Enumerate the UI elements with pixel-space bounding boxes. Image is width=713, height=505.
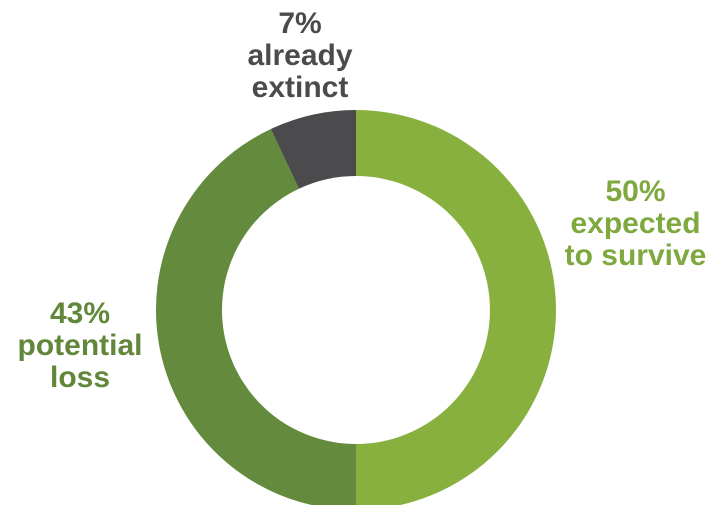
label-already-extinct-value: 7% — [278, 7, 322, 40]
label-expected-to-survive: 50% expected to survive — [548, 176, 713, 272]
label-potential-loss-line2: loss — [49, 361, 111, 394]
slice-expected-to-survive — [356, 110, 556, 505]
label-potential-loss-value: 43% — [49, 297, 111, 330]
slice-already-extinct — [270, 110, 356, 189]
label-expected-to-survive-line1: expected — [570, 207, 701, 240]
label-already-extinct: 7% already extinct — [210, 8, 390, 104]
slice-potential-loss — [156, 129, 356, 505]
donut-slices — [156, 110, 556, 505]
label-already-extinct-line1: already — [247, 39, 353, 72]
label-already-extinct-line2: extinct — [251, 71, 349, 104]
label-expected-to-survive-line2: to survive — [564, 239, 707, 272]
label-expected-to-survive-value: 50% — [605, 175, 666, 208]
label-potential-loss-line1: potential — [17, 329, 143, 362]
label-potential-loss: 43% potential loss — [0, 298, 160, 394]
